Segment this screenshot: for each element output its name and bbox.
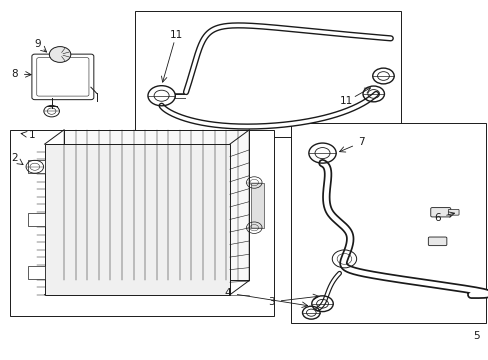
FancyBboxPatch shape: [447, 210, 458, 215]
Text: 1: 1: [29, 130, 36, 140]
Text: 6: 6: [433, 213, 440, 222]
Text: 2: 2: [11, 153, 18, 163]
Text: 8: 8: [11, 69, 18, 79]
Text: 11: 11: [340, 96, 353, 106]
Bar: [290, 123, 485, 323]
Bar: [135, 12, 400, 137]
FancyBboxPatch shape: [37, 58, 89, 96]
Bar: [27, 266, 44, 279]
Bar: [10, 130, 273, 316]
Text: 5: 5: [472, 331, 478, 341]
Text: 7: 7: [358, 138, 364, 147]
Text: 3: 3: [267, 297, 274, 307]
Text: 4: 4: [224, 288, 230, 298]
Circle shape: [49, 46, 71, 62]
Bar: [44, 144, 229, 295]
Text: 10: 10: [179, 148, 192, 158]
Bar: [251, 183, 263, 228]
Text: 9: 9: [34, 39, 41, 49]
FancyBboxPatch shape: [32, 54, 94, 100]
Bar: [64, 130, 249, 280]
FancyBboxPatch shape: [430, 208, 450, 217]
Bar: [27, 213, 44, 226]
Text: 11: 11: [169, 30, 183, 40]
Bar: [27, 160, 44, 173]
FancyBboxPatch shape: [427, 237, 446, 246]
